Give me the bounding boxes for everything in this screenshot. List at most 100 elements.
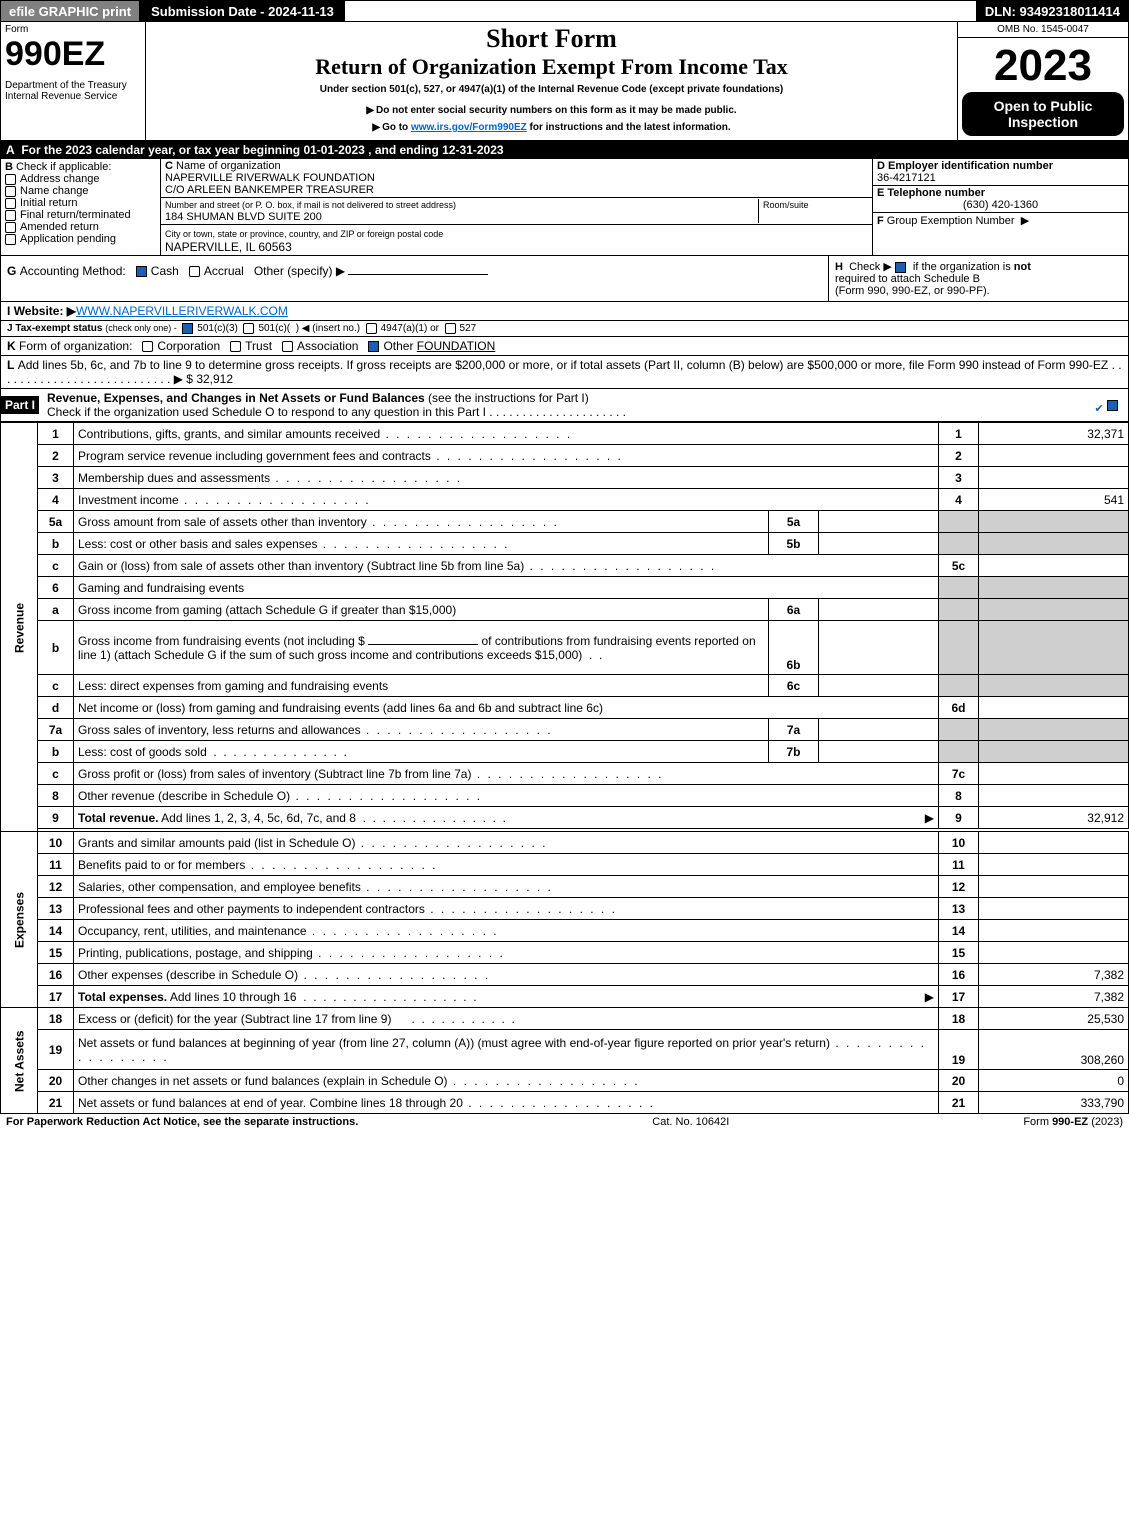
- l4-v: 541: [979, 489, 1129, 511]
- col-b: B Check if applicable: Address change Na…: [1, 159, 161, 255]
- l13-r: 13: [939, 898, 979, 920]
- l10-n: 10: [38, 832, 74, 854]
- row-j: J Tax-exempt status (check only one) - 5…: [0, 321, 1129, 337]
- row-6d: d Net income or (loss) from gaming and f…: [1, 697, 1129, 719]
- l6c-iv: [819, 675, 939, 697]
- g-label: Accounting Method:: [20, 264, 126, 278]
- col-c: C Name of organization NAPERVILLE RIVERW…: [161, 159, 873, 255]
- j-o2: 501(c)(: [258, 323, 290, 334]
- website-link[interactable]: WWW.NAPERVILLERIVERWALK.COM: [76, 304, 288, 318]
- l6d-v: [979, 697, 1129, 719]
- chk-final-return[interactable]: [5, 210, 16, 221]
- d-label: Employer identification number: [888, 160, 1053, 172]
- chk-501c3[interactable]: [182, 323, 193, 334]
- chk-accrual[interactable]: [189, 266, 200, 277]
- chk-corp[interactable]: [142, 341, 153, 352]
- l2-n: 2: [38, 445, 74, 467]
- l16-n: 16: [38, 964, 74, 986]
- f-arrow: ▶: [1021, 215, 1029, 227]
- f-label: Group Exemption Number: [887, 215, 1015, 227]
- chk-name-change[interactable]: [5, 186, 16, 197]
- c-prefix: C: [165, 160, 173, 172]
- l6a-t: Gross income from gaming (attach Schedul…: [74, 599, 769, 621]
- room-label: Room/suite: [763, 200, 809, 210]
- l5b-i: 5b: [769, 533, 819, 555]
- row-5b: b Less: cost or other basis and sales ex…: [1, 533, 1129, 555]
- shade-6-v: [979, 577, 1129, 599]
- l5b-iv: [819, 533, 939, 555]
- shade-6c-v: [979, 675, 1129, 697]
- l5c-r: 5c: [939, 555, 979, 577]
- row-9: 9 Total revenue. Add lines 1, 2, 3, 4, 5…: [1, 807, 1129, 829]
- chk-initial-return[interactable]: [5, 198, 16, 209]
- l19-n: 19: [38, 1030, 74, 1070]
- b-opt-1: Name change: [20, 185, 89, 197]
- k-other: Other: [383, 339, 413, 353]
- l16-v: 7,382: [979, 964, 1129, 986]
- chk-other-org[interactable]: [368, 341, 379, 352]
- h-block: H Check ▶ if the organization is not req…: [828, 256, 1128, 301]
- irs-link[interactable]: www.irs.gov/Form990EZ: [411, 122, 527, 133]
- chk-501c[interactable]: [243, 323, 254, 334]
- g-accrual: Accrual: [204, 264, 244, 278]
- efile-print-button[interactable]: efile GRAPHIC print: [0, 0, 140, 22]
- side-revenue: Revenue: [1, 423, 38, 832]
- row-15: 15 Printing, publications, postage, and …: [1, 942, 1129, 964]
- l6c-n: c: [38, 675, 74, 697]
- chk-527[interactable]: [445, 323, 456, 334]
- form-number: 990EZ: [5, 35, 141, 74]
- h-not: not: [1014, 261, 1031, 273]
- l10-r: 10: [939, 832, 979, 854]
- chk-address-change[interactable]: [5, 174, 16, 185]
- l5b-n: b: [38, 533, 74, 555]
- l15-t: Printing, publications, postage, and shi…: [78, 946, 505, 960]
- l19-v: 308,260: [979, 1030, 1129, 1070]
- short-form-title: Short Form: [152, 24, 951, 54]
- row-10: Expenses 10 Grants and similar amounts p…: [1, 832, 1129, 854]
- l2-v: [979, 445, 1129, 467]
- chk-4947[interactable]: [366, 323, 377, 334]
- l7a-i: 7a: [769, 719, 819, 741]
- chk-h[interactable]: [895, 262, 906, 273]
- subtitle: Under section 501(c), 527, or 4947(a)(1)…: [152, 84, 951, 95]
- part-i-bar: Part I: [1, 396, 39, 414]
- footer-right-pre: Form: [1023, 1116, 1052, 1128]
- l13-v: [979, 898, 1129, 920]
- l7b-n: b: [38, 741, 74, 763]
- l12-t: Salaries, other compensation, and employ…: [78, 880, 553, 894]
- l7c-n: c: [38, 763, 74, 785]
- l7a-t: Gross sales of inventory, less returns a…: [78, 723, 553, 737]
- l21-r: 21: [939, 1092, 979, 1114]
- l6b-amount-input[interactable]: [368, 644, 478, 645]
- row-19: 19 Net assets or fund balances at beginn…: [1, 1030, 1129, 1070]
- header-right: OMB No. 1545-0047 2023 Open to Public In…: [958, 22, 1128, 140]
- chk-application-pending[interactable]: [5, 234, 16, 245]
- l3-v: [979, 467, 1129, 489]
- l7a-n: 7a: [38, 719, 74, 741]
- footer-right-form: 990-EZ: [1052, 1116, 1088, 1128]
- d-prefix: D: [877, 160, 885, 172]
- street-value: 184 SHUMAN BLVD SUITE 200: [165, 211, 322, 223]
- chk-trust[interactable]: [230, 341, 241, 352]
- h-text1: Check ▶: [849, 261, 892, 273]
- shade-7a-v: [979, 719, 1129, 741]
- org-name-1: NAPERVILLE RIVERWALK FOUNDATION: [165, 172, 375, 184]
- chk-assoc[interactable]: [282, 341, 293, 352]
- chk-amended-return[interactable]: [5, 222, 16, 233]
- note-goto: Go to www.irs.gov/Form990EZ for instruct…: [152, 122, 951, 133]
- j-o4: 527: [460, 323, 477, 334]
- l15-v: [979, 942, 1129, 964]
- k-opt-0: Corporation: [157, 339, 220, 353]
- l8-n: 8: [38, 785, 74, 807]
- l9-r: 9: [939, 807, 979, 829]
- tax-year: 2023: [958, 38, 1128, 88]
- row-14: 14 Occupancy, rent, utilities, and maint…: [1, 920, 1129, 942]
- row-17: 17 Total expenses. Add lines 10 through …: [1, 986, 1129, 1008]
- shade-7a: [939, 719, 979, 741]
- chk-schedule-o[interactable]: [1107, 400, 1118, 411]
- f-prefix: F: [877, 215, 884, 227]
- l5a-i: 5a: [769, 511, 819, 533]
- g-other: Other (specify) ▶: [254, 264, 345, 278]
- chk-cash[interactable]: [136, 266, 147, 277]
- g-other-input[interactable]: [348, 274, 488, 275]
